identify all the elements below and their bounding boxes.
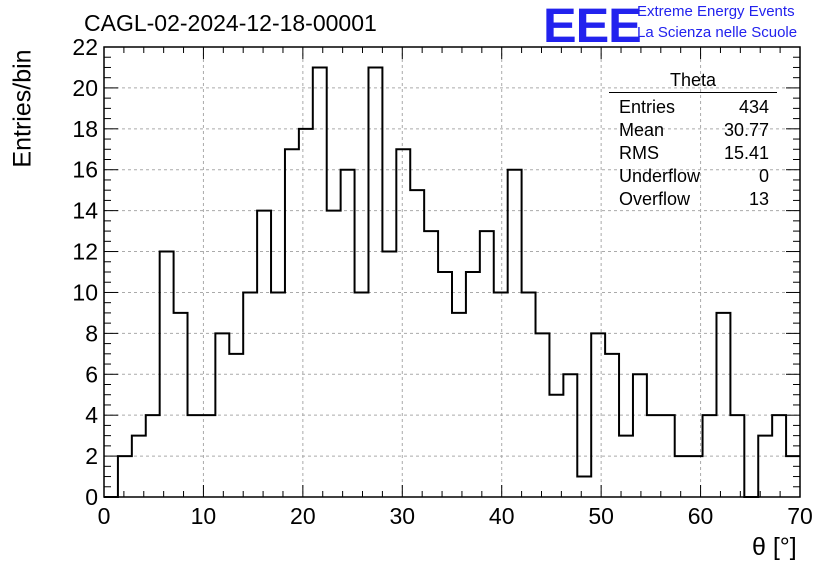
x-tick-label: 40 [489, 503, 515, 529]
histogram-outline [104, 66, 800, 498]
histogram-bin [368, 67, 382, 497]
stat-label: Entries [619, 97, 676, 117]
stats-box: Theta Entries 434 Mean 30.77 RMS 15.41 Unde… [609, 70, 777, 211]
histogram-bin [285, 149, 299, 497]
x-tick-label: 50 [588, 503, 614, 529]
x-tick-label: 0 [98, 503, 111, 529]
histogram-bin [605, 354, 619, 497]
histogram-bin [716, 313, 730, 497]
stat-row-rms: RMS 15.41 [609, 142, 777, 165]
y-tick-label: 8 [85, 320, 98, 346]
stat-label: Overflow [619, 189, 691, 209]
stat-row-mean: Mean 30.77 [609, 119, 777, 142]
histogram-bin [215, 333, 229, 497]
stat-row-underflow: Underflow 0 [609, 165, 777, 188]
y-tick-label: 6 [85, 361, 98, 387]
histogram-bin [577, 477, 591, 497]
y-tick-label: 10 [72, 279, 98, 305]
eee-logo: EEE [543, 0, 642, 53]
logo-subtitle-1: Extreme Energy Events [637, 3, 795, 20]
logo-subtitle-2: La Scienza nelle Scuole [637, 24, 798, 41]
y-tick-label: 12 [72, 239, 98, 265]
y-tick-label: 22 [72, 34, 98, 60]
histogram-bin [299, 129, 313, 497]
stat-label: Underflow [619, 166, 701, 186]
y-tick-label: 16 [72, 157, 98, 183]
x-tick-label: 70 [787, 503, 813, 529]
histogram-bin [452, 313, 466, 497]
histogram-bin [118, 456, 132, 497]
histogram-bin [132, 436, 146, 497]
x-tick-label: 60 [688, 503, 714, 529]
x-axis-label: θ [°] [752, 533, 797, 561]
y-tick-label: 14 [72, 198, 98, 224]
x-tick-label: 30 [389, 503, 415, 529]
histogram-bin [480, 231, 494, 497]
stat-value: 0 [758, 166, 769, 186]
stat-value: 30.77 [723, 120, 769, 140]
histogram-bin [257, 211, 271, 497]
stat-row-overflow: Overflow 13 [609, 188, 777, 211]
histogram-bin [313, 67, 327, 497]
y-tick-label: 18 [72, 116, 98, 142]
histogram-bin [619, 436, 633, 497]
histogram-bin [174, 313, 188, 497]
stat-row-entries: Entries 434 [609, 96, 777, 119]
plot-frame [103, 46, 801, 498]
histogram-bin [522, 292, 536, 497]
histogram-bin [494, 292, 508, 497]
histogram-bin [410, 190, 424, 497]
histogram-bin [758, 436, 772, 497]
histogram-bin [466, 272, 480, 497]
histogram-bin [424, 231, 438, 497]
histogram-bin [243, 292, 257, 497]
histogram-bin [229, 354, 243, 497]
histogram-bin [675, 456, 689, 497]
histogram-bin [327, 211, 341, 497]
stats-title: Theta [609, 70, 777, 93]
histogram-bin [396, 149, 410, 497]
y-tick-label: 4 [85, 402, 98, 428]
histogram-bin [438, 272, 452, 497]
x-tick-label: 10 [191, 503, 217, 529]
stat-value: 13 [748, 189, 769, 209]
y-tick-label: 2 [85, 443, 98, 469]
stat-value: 15.41 [723, 143, 769, 163]
y-tick-label: 20 [72, 75, 98, 101]
x-tick-label: 20 [290, 503, 316, 529]
stat-label: Mean [619, 120, 665, 140]
stat-label: RMS [619, 143, 659, 163]
y-tick-label: 0 [85, 484, 98, 510]
histogram-bin [563, 374, 577, 497]
histogram-bin [633, 374, 647, 497]
histogram-bin [549, 395, 563, 497]
histogram-bin [271, 292, 285, 497]
chart-title: CAGL-02-2024-12-18-00001 [84, 10, 377, 36]
stat-value: 434 [738, 97, 769, 117]
histogram-bin [355, 292, 369, 497]
